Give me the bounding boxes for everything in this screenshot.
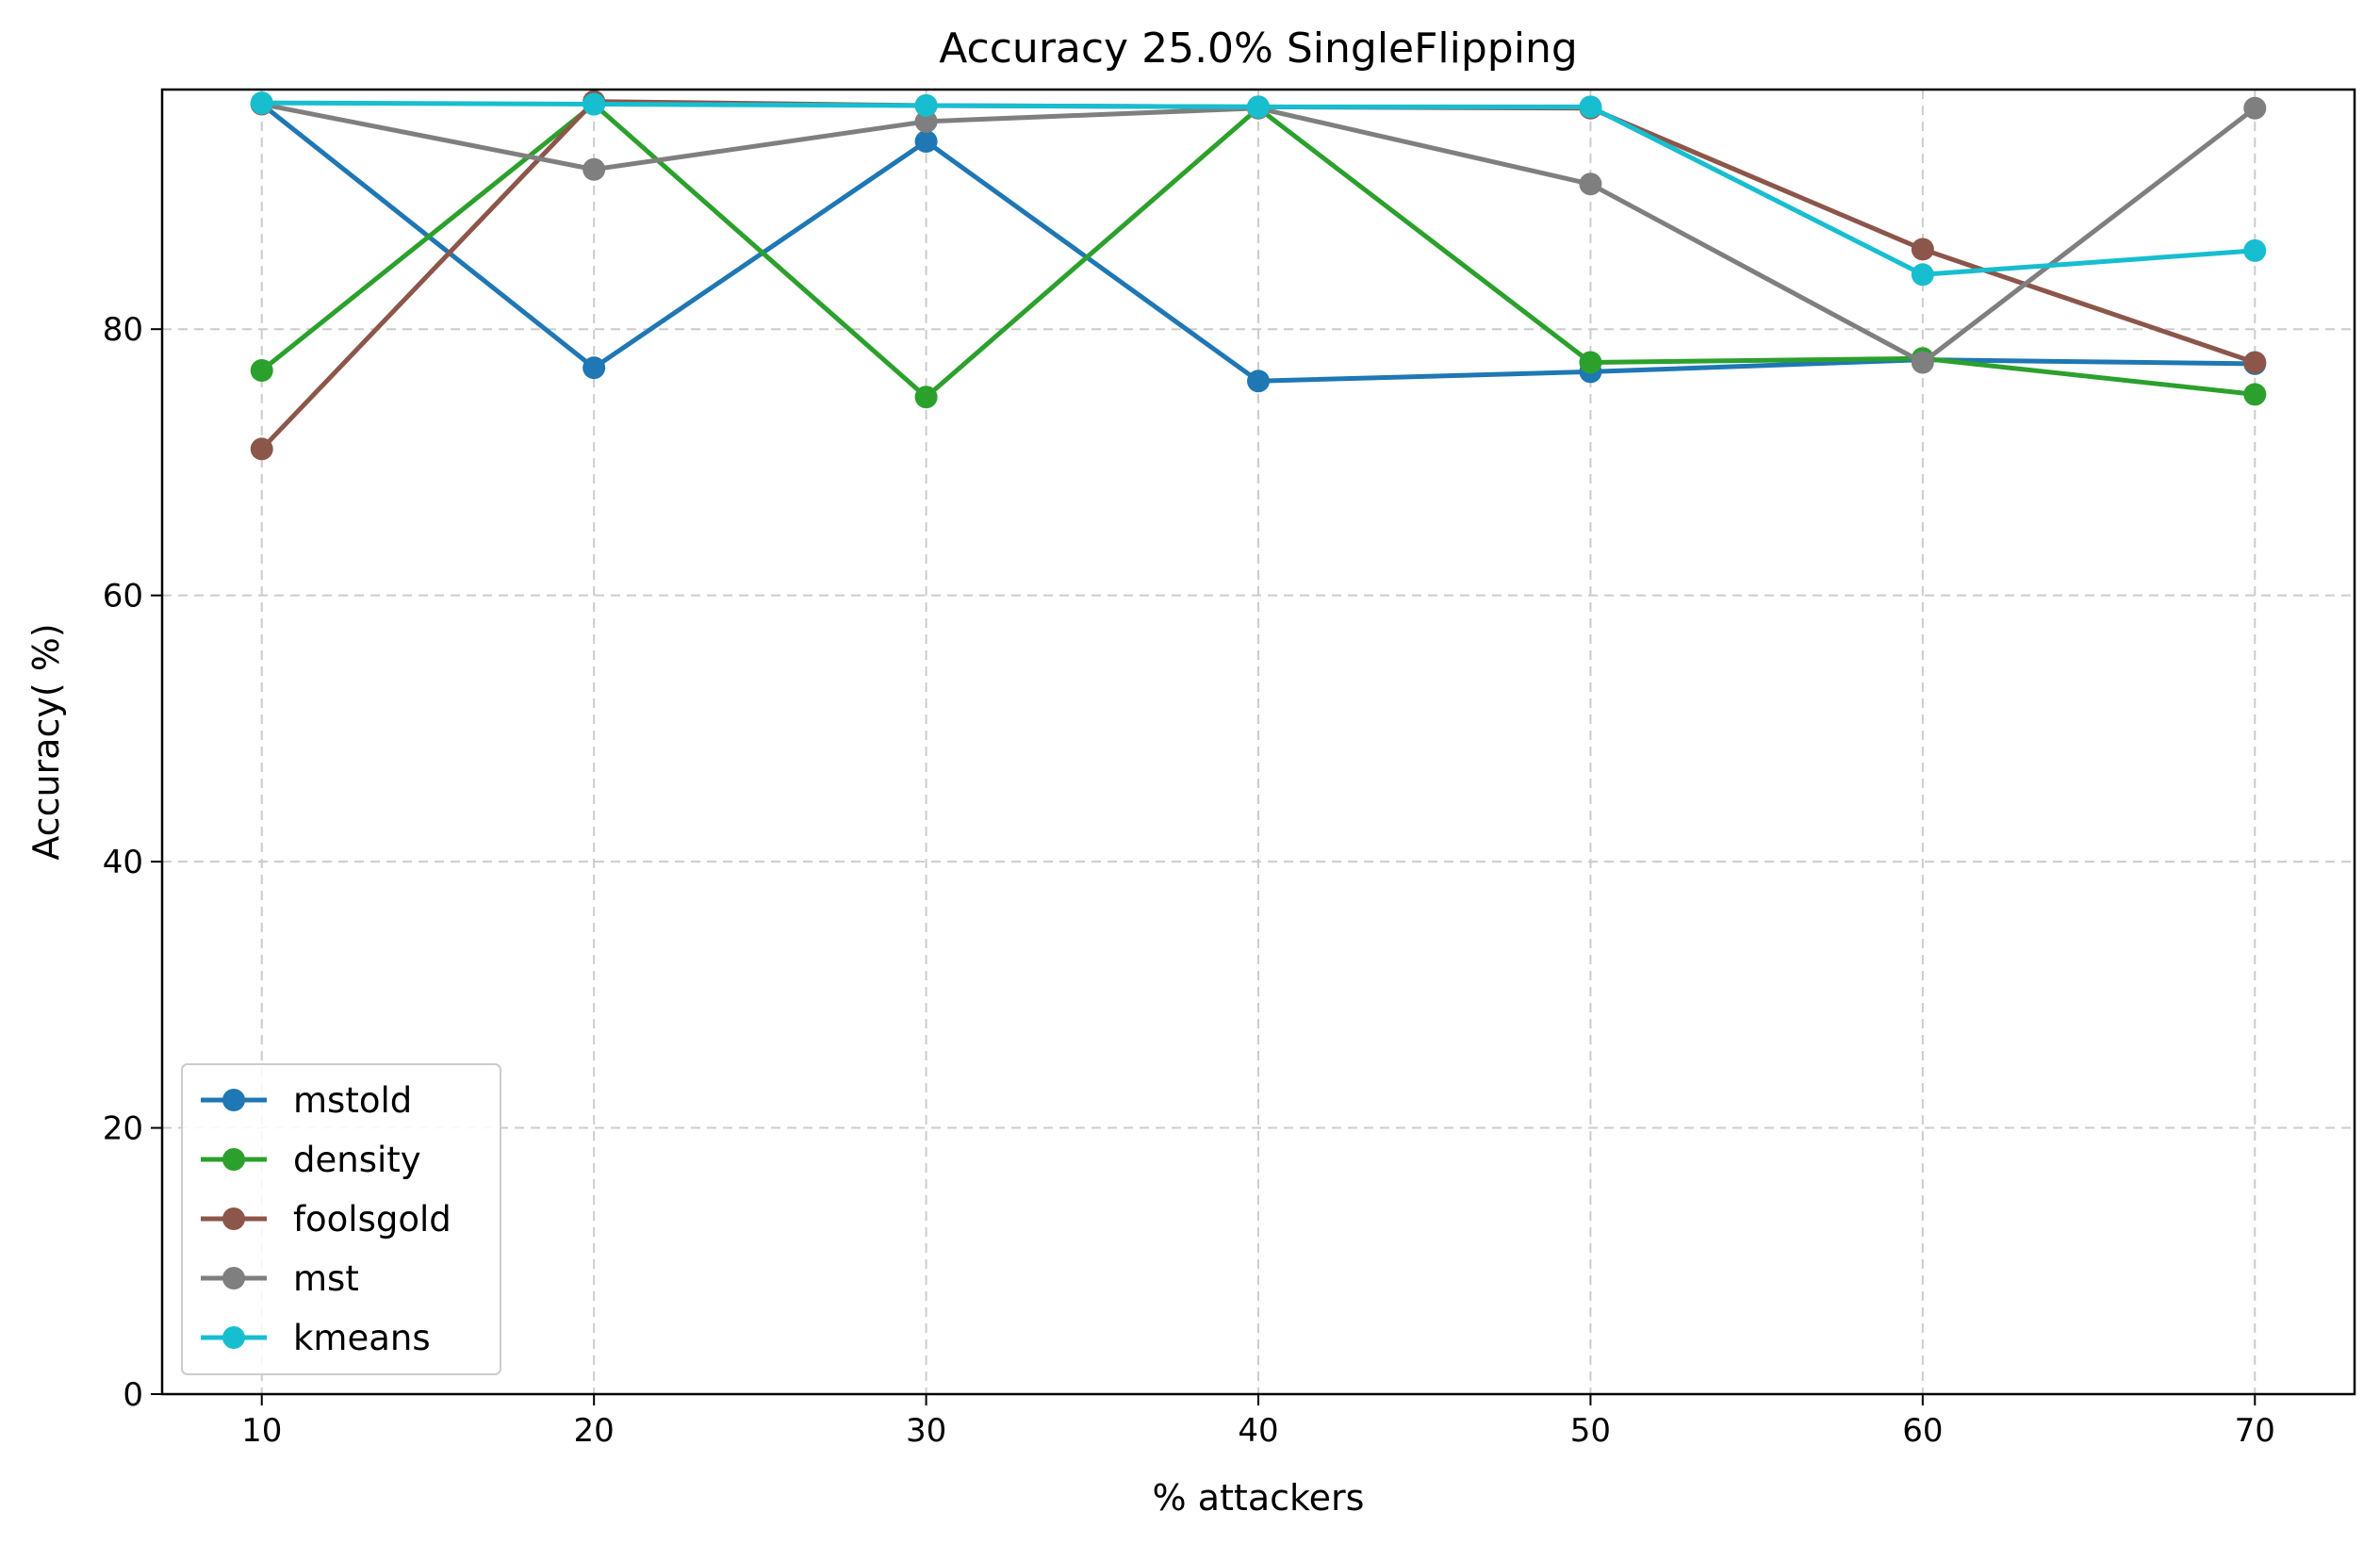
- data-point-foolsgold-70: [2243, 351, 2267, 374]
- ticks-layer: 10 20 30 40 50 60 70 0 20 40 60 80: [103, 311, 2275, 1450]
- data-point-density-30: [914, 386, 938, 409]
- legend-label: mstold: [293, 1080, 412, 1121]
- legend-item-density: density: [201, 1140, 421, 1180]
- data-point-density-70: [2243, 383, 2267, 406]
- data-point-mst-20: [583, 157, 606, 181]
- legend-label: foolsgold: [293, 1199, 451, 1240]
- data-point-density-10: [250, 358, 273, 382]
- y-tick-label-0: 0: [123, 1376, 143, 1414]
- x-tick-label-10: 10: [241, 1412, 282, 1450]
- data-point-kmeans-20: [583, 92, 606, 116]
- x-axis-label: % attackers: [1153, 1477, 1365, 1519]
- data-point-kmeans-70: [2243, 238, 2267, 262]
- legend-box: [181, 1063, 501, 1375]
- legend-item-foolsgold: foolsgold: [201, 1199, 451, 1240]
- data-point-foolsgold-10: [250, 437, 273, 461]
- data-point-mstold-40: [1247, 370, 1270, 393]
- data-point-mst-70: [2243, 96, 2267, 120]
- legend-item-mst: mst: [201, 1258, 359, 1299]
- data-point-mstold-30: [914, 130, 938, 154]
- series-kmeans: [250, 91, 2267, 287]
- data-point-kmeans-50: [1579, 95, 1602, 119]
- x-tick-label-20: 20: [574, 1412, 615, 1450]
- legend-swatch-marker: [222, 1148, 245, 1171]
- legend-swatch-marker: [222, 1089, 245, 1111]
- legend-item-kmeans: kmeans: [201, 1318, 431, 1358]
- chart-title: Accuracy 25.0% SingleFlipping: [939, 25, 1578, 73]
- y-tick-label-20: 20: [103, 1110, 143, 1148]
- data-point-kmeans-10: [250, 91, 273, 115]
- data-point-foolsgold-60: [1911, 238, 1934, 261]
- data-point-kmeans-60: [1911, 263, 1934, 287]
- legend-label: density: [293, 1140, 421, 1180]
- y-axis-label: Accuracy( %): [25, 623, 67, 860]
- data-point-kmeans-40: [1247, 95, 1270, 119]
- y-tick-label-60: 60: [103, 578, 143, 616]
- data-point-mstold-20: [583, 356, 606, 380]
- legend: mstold density foolsgold mst kmeans: [181, 1063, 501, 1375]
- legend-swatch-marker: [222, 1267, 245, 1289]
- x-tick-label-40: 40: [1238, 1412, 1278, 1450]
- x-tick-label-60: 60: [1902, 1412, 1943, 1450]
- y-tick-label-40: 40: [103, 844, 143, 881]
- legend-label: mst: [293, 1258, 359, 1299]
- data-point-kmeans-30: [914, 93, 938, 117]
- data-point-density-50: [1579, 351, 1602, 374]
- legend-label: kmeans: [293, 1318, 431, 1358]
- legend-swatch-marker: [222, 1326, 245, 1349]
- data-point-mst-60: [1911, 351, 1934, 374]
- x-tick-label-30: 30: [906, 1412, 946, 1450]
- series-layer: [250, 90, 2267, 461]
- data-point-mst-50: [1579, 172, 1602, 196]
- x-tick-label-70: 70: [2235, 1412, 2275, 1450]
- x-tick-label-50: 50: [1570, 1412, 1611, 1450]
- legend-item-mstold: mstold: [201, 1080, 412, 1121]
- legend-swatch-marker: [222, 1207, 245, 1230]
- y-tick-label-80: 80: [103, 311, 143, 349]
- data-point-mst-30: [914, 109, 938, 133]
